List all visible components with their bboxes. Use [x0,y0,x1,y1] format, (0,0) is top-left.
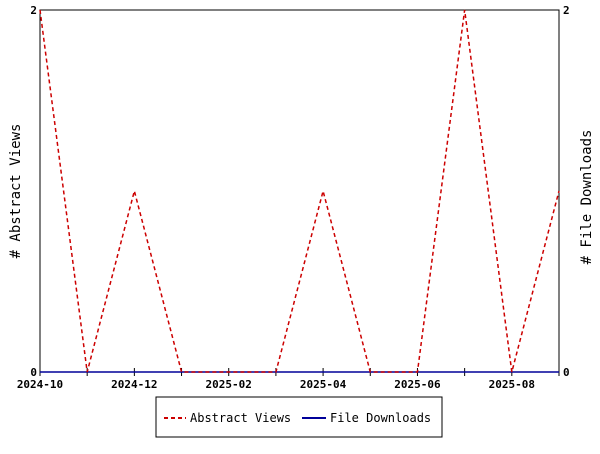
y-tick-label-right: 2 [563,4,570,17]
legend-box [155,396,443,438]
y-axis-title-left: # Abstract Views [8,124,24,259]
x-tick-label: 2024-10 [17,378,63,391]
x-tick-label: 2025-04 [300,378,347,391]
x-axis: 2024-10 2024-12 2025-02 2025-04 2025-06 2025-… [17,368,560,391]
series-line-abstract-views [39,9,560,373]
plot-area [39,9,560,373]
x-tick-label: 2025-06 [394,378,441,391]
series-layer [39,9,560,373]
legend: Abstract Views File Downloads [155,396,443,438]
x-tick-label: 2025-08 [489,378,535,391]
x-tick-label: 2025-02 [206,378,252,391]
legend-label-file-downloads: File Downloads [330,411,431,425]
y-tick-label-left: 2 [30,4,37,17]
legend-label-abstract-views: Abstract Views [190,411,291,425]
y-tick-label-left: 0 [30,366,37,379]
y-tick-label-right: 0 [563,366,570,379]
y-axis-title-right: # File Downloads [579,130,595,265]
x-tick-label: 2024-12 [111,378,157,391]
